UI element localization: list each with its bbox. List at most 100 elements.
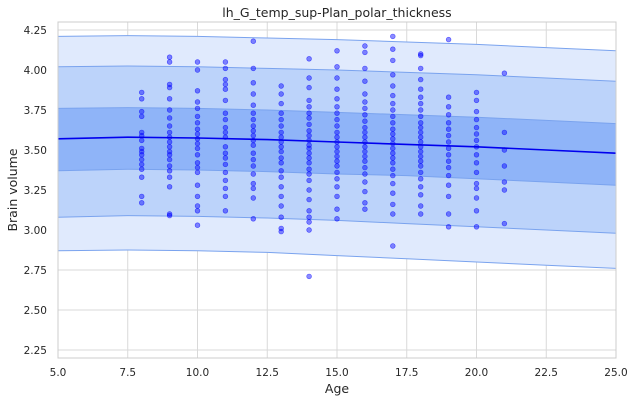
- data-point: [390, 126, 396, 132]
- data-point: [166, 115, 173, 121]
- data-point: [418, 139, 424, 145]
- band-edge-mid-hi: [57, 65, 617, 82]
- data-point: [473, 152, 480, 158]
- data-point: [250, 195, 257, 201]
- data-point: [390, 166, 396, 172]
- data-point: [166, 212, 173, 219]
- data-point: [473, 224, 480, 230]
- data-point: [166, 123, 173, 129]
- data-point: [390, 107, 396, 113]
- data-point: [362, 171, 368, 177]
- data-point: [390, 72, 396, 78]
- data-point: [334, 144, 340, 150]
- data-point: [278, 91, 284, 97]
- data-point: [390, 160, 396, 166]
- data-point: [306, 75, 312, 81]
- data-point: [390, 201, 396, 208]
- data-point: [362, 206, 368, 212]
- data-point: [334, 184, 340, 190]
- data-point: [334, 48, 340, 54]
- y-tick-label: 3.50: [24, 145, 47, 157]
- data-point: [501, 129, 508, 136]
- data-point: [445, 112, 452, 118]
- data-point: [278, 110, 284, 116]
- data-point: [139, 89, 145, 96]
- data-point: [362, 158, 368, 164]
- data-point: [222, 116, 229, 123]
- data-point: [501, 179, 508, 185]
- data-point: [139, 108, 145, 115]
- data-point: [166, 163, 173, 169]
- data-point: [250, 80, 257, 86]
- data-point: [306, 208, 312, 214]
- data-point: [418, 120, 424, 126]
- data-point: [306, 128, 312, 134]
- data-point: [194, 113, 201, 120]
- data-point: [222, 86, 229, 92]
- y-tick-label: 3.75: [24, 105, 47, 117]
- data-point: [334, 206, 340, 212]
- data-point: [250, 65, 257, 72]
- x-tick-label: 7.5: [119, 367, 136, 379]
- data-point: [362, 129, 368, 136]
- data-point: [390, 131, 396, 137]
- data-point: [334, 96, 340, 102]
- data-point: [306, 121, 312, 128]
- data-point: [390, 100, 396, 107]
- data-point: [501, 220, 508, 227]
- data-point: [362, 164, 368, 171]
- data-point: [418, 163, 424, 169]
- data-point: [306, 177, 312, 184]
- data-point: [250, 163, 257, 169]
- y-tick-label: 4.25: [24, 25, 47, 37]
- data-point: [306, 196, 312, 203]
- data-point: [418, 52, 424, 59]
- data-point: [139, 137, 145, 144]
- data-point: [194, 193, 201, 200]
- data-point: [194, 152, 201, 158]
- data-point: [362, 49, 368, 56]
- data-point: [166, 184, 173, 190]
- data-point: [194, 208, 201, 214]
- data-point: [445, 158, 452, 164]
- data-point: [166, 156, 173, 163]
- y-axis-label: Brain volume: [5, 148, 20, 231]
- data-point: [445, 120, 452, 126]
- band-edge-inner-lo: [57, 168, 617, 186]
- data-point: [445, 211, 452, 217]
- data-point: [334, 163, 340, 169]
- data-point: [334, 75, 340, 81]
- data-point: [194, 67, 201, 73]
- data-point: [473, 124, 480, 131]
- data-point: [418, 192, 424, 198]
- data-point: [390, 190, 396, 196]
- data-point: [194, 105, 201, 112]
- data-point: [222, 124, 229, 131]
- data-point: [362, 124, 368, 131]
- y-tick-label: 3.00: [24, 225, 47, 237]
- data-point: [222, 150, 229, 156]
- data-point: [334, 86, 340, 92]
- data-point: [250, 123, 257, 129]
- data-point: [390, 46, 396, 52]
- data-point: [222, 81, 229, 88]
- band-edge-inner-hi: [57, 107, 617, 125]
- data-point: [250, 185, 257, 192]
- data-point: [390, 113, 396, 120]
- data-point: [362, 188, 368, 195]
- data-point: [362, 144, 368, 150]
- data-point: [194, 160, 201, 166]
- x-tick-label: 15.0: [325, 367, 348, 379]
- data-point: [250, 171, 257, 177]
- data-point: [166, 139, 173, 145]
- data-point: [334, 148, 340, 155]
- data-point: [473, 89, 480, 96]
- data-points: [139, 33, 508, 280]
- data-point: [418, 124, 424, 131]
- data-point: [473, 137, 480, 144]
- data-point: [194, 99, 201, 105]
- data-point: [306, 104, 312, 110]
- data-point: [166, 107, 173, 113]
- data-point: [418, 51, 424, 57]
- data-point: [139, 156, 145, 163]
